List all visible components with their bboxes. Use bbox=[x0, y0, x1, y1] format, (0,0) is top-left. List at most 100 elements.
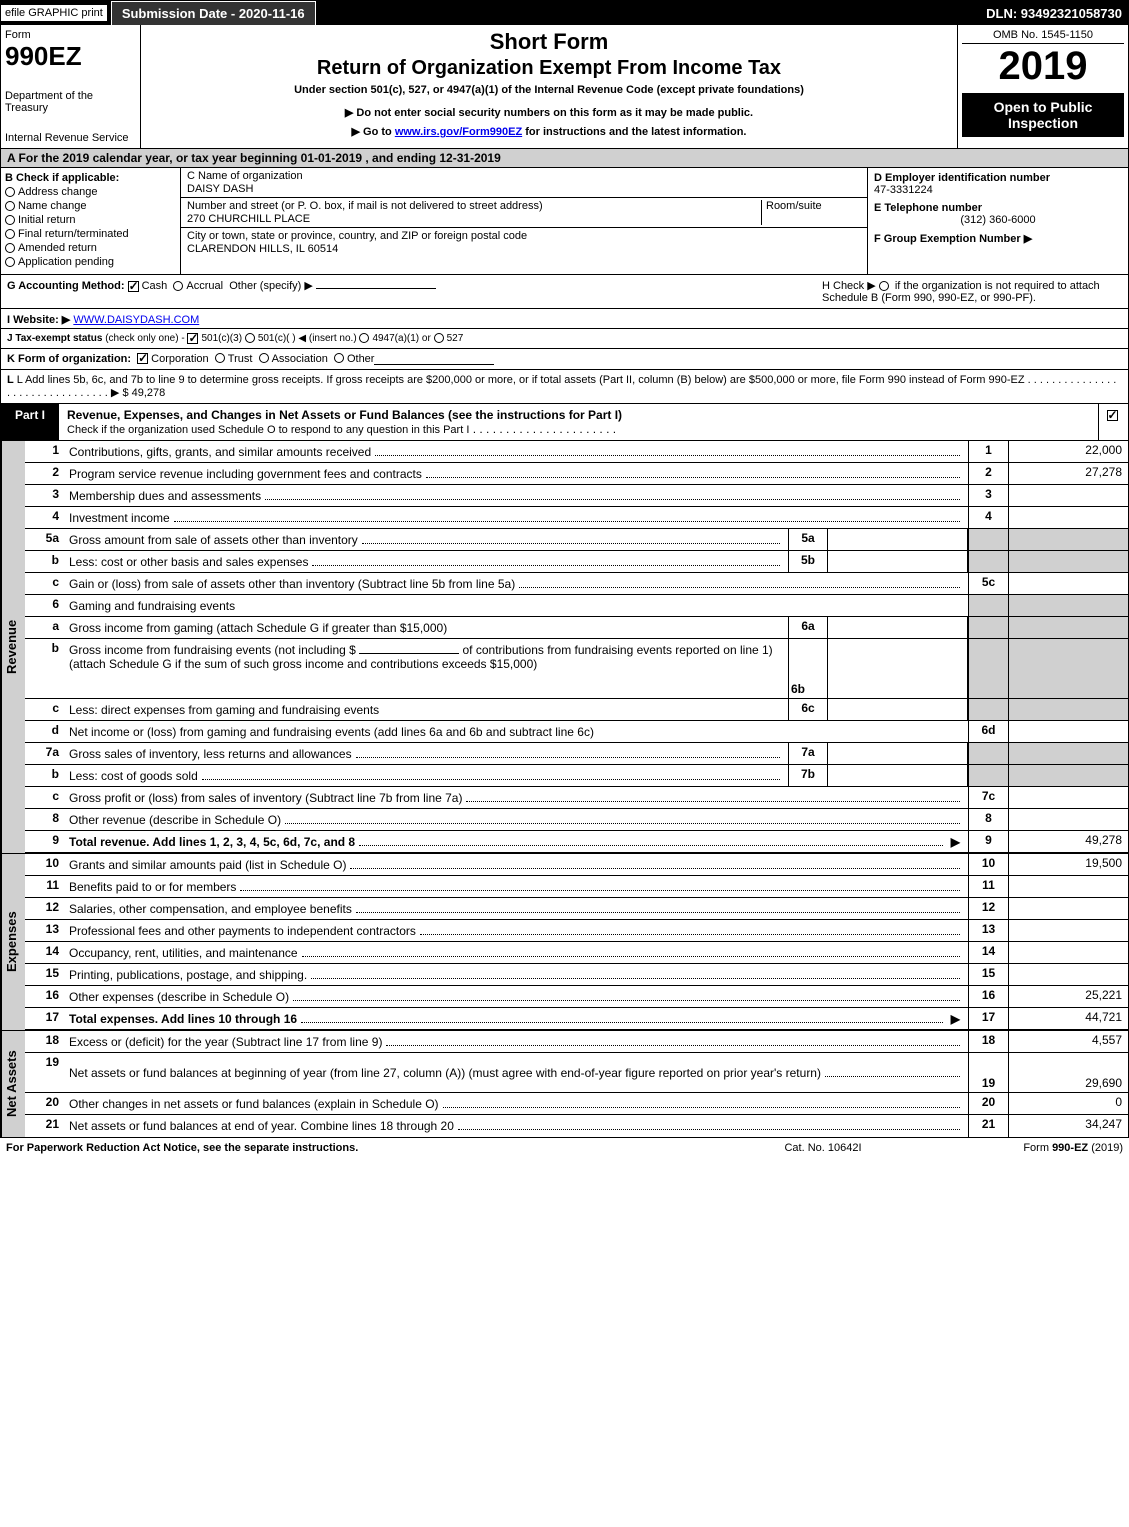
org-addr-row: Number and street (or P. O. box, if mail… bbox=[181, 198, 867, 228]
info-grid: B Check if applicable: Address change Na… bbox=[1, 168, 1128, 275]
form-header: Form 990EZ Department of the Treasury In… bbox=[1, 25, 1128, 149]
line-4: 4 Investment income 4 bbox=[25, 507, 1128, 529]
line-12-value bbox=[1008, 898, 1128, 919]
revenue-vlabel: Revenue bbox=[1, 441, 25, 853]
section-j: J Tax-exempt status (check only one) - 5… bbox=[1, 329, 1128, 349]
irs-link[interactable]: www.irs.gov/Form990EZ bbox=[395, 126, 522, 138]
footer-catno: Cat. No. 10642I bbox=[723, 1142, 923, 1154]
line-7b-value bbox=[828, 765, 968, 786]
check-cash[interactable] bbox=[128, 281, 139, 292]
check-accrual[interactable] bbox=[173, 281, 183, 291]
line-8-value bbox=[1008, 809, 1128, 830]
check-initial-return[interactable]: Initial return bbox=[5, 214, 176, 226]
line-2: 2 Program service revenue including gove… bbox=[25, 463, 1128, 485]
form-of-org-label: K Form of organization: bbox=[7, 353, 131, 365]
phone-value: (312) 360-6000 bbox=[874, 214, 1122, 226]
line-14: 14 Occupancy, rent, utilities, and maint… bbox=[25, 942, 1128, 964]
line-1-value: 22,000 bbox=[1008, 441, 1128, 462]
check-trust[interactable] bbox=[215, 353, 225, 363]
website-link[interactable]: WWW.DAISYDASH.COM bbox=[73, 314, 199, 326]
check-527[interactable] bbox=[434, 333, 444, 343]
part1-tab: Part I bbox=[1, 404, 59, 440]
line-10: 10 Grants and similar amounts paid (list… bbox=[25, 854, 1128, 876]
part1-check-text: Check if the organization used Schedule … bbox=[67, 424, 469, 436]
check-address-change[interactable]: Address change bbox=[5, 186, 176, 198]
line-6: 6 Gaming and fundraising events bbox=[25, 595, 1128, 617]
line-16-value: 25,221 bbox=[1008, 986, 1128, 1007]
phone-label: E Telephone number bbox=[874, 202, 1122, 214]
line-6b-value bbox=[828, 639, 968, 698]
org-name-label: C Name of organization bbox=[187, 170, 861, 182]
addr-label: Number and street (or P. O. box, if mail… bbox=[187, 200, 761, 212]
inspection-line1: Open to Public bbox=[966, 99, 1120, 115]
inspection-box: Open to Public Inspection bbox=[962, 93, 1124, 137]
check-application-pending[interactable]: Application pending bbox=[5, 256, 176, 268]
footer-paperwork: For Paperwork Reduction Act Notice, see … bbox=[6, 1142, 723, 1154]
line-7c-value bbox=[1008, 787, 1128, 808]
line-19: 19 Net assets or fund balances at beginn… bbox=[25, 1053, 1128, 1093]
line-16: 16 Other expenses (describe in Schedule … bbox=[25, 986, 1128, 1008]
ssn-note: ▶ Do not enter social security numbers o… bbox=[149, 106, 949, 119]
section-b-head: B Check if applicable: bbox=[5, 172, 176, 184]
line-7a: 7a Gross sales of inventory, less return… bbox=[25, 743, 1128, 765]
header-right: OMB No. 1545-1150 2019 Open to Public In… bbox=[958, 25, 1128, 148]
link-prefix: ▶ Go to bbox=[352, 126, 395, 138]
inspection-line2: Inspection bbox=[966, 115, 1120, 131]
line-20-value: 0 bbox=[1008, 1093, 1128, 1114]
line-18-value: 4,557 bbox=[1008, 1031, 1128, 1052]
section-a-tax-year: A For the 2019 calendar year, or tax yea… bbox=[1, 149, 1128, 168]
check-final-return[interactable]: Final return/terminated bbox=[5, 228, 176, 240]
line-10-value: 19,500 bbox=[1008, 854, 1128, 875]
line-13-value bbox=[1008, 920, 1128, 941]
addr-value: 270 CHURCHILL PLACE bbox=[187, 213, 761, 225]
section-g-h: G Accounting Method: Cash Accrual Other … bbox=[1, 275, 1128, 309]
section-def: D Employer identification number 47-3331… bbox=[868, 168, 1128, 274]
section-f: F Group Exemption Number ▶ bbox=[874, 232, 1122, 245]
part1-schedule-o-check[interactable] bbox=[1107, 410, 1118, 421]
header-left: Form 990EZ Department of the Treasury In… bbox=[1, 25, 141, 148]
expenses-section: Expenses 10 Grants and similar amounts p… bbox=[1, 853, 1128, 1030]
line-5b-value bbox=[828, 551, 968, 572]
line-3-value bbox=[1008, 485, 1128, 506]
line-5c-value bbox=[1008, 573, 1128, 594]
line-18: 18 Excess or (deficit) for the year (Sub… bbox=[25, 1031, 1128, 1053]
line-21-value: 34,247 bbox=[1008, 1115, 1128, 1137]
line-13: 13 Professional fees and other payments … bbox=[25, 920, 1128, 942]
omb-number: OMB No. 1545-1150 bbox=[962, 29, 1124, 44]
line-14-value bbox=[1008, 942, 1128, 963]
check-association[interactable] bbox=[259, 353, 269, 363]
check-schedule-b[interactable] bbox=[879, 281, 889, 291]
line-19-value: 29,690 bbox=[1008, 1053, 1128, 1092]
line-6a: a Gross income from gaming (attach Sched… bbox=[25, 617, 1128, 639]
tax-exempt-label: J Tax-exempt status bbox=[7, 333, 102, 344]
subtitle: Under section 501(c), 527, or 4947(a)(1)… bbox=[149, 84, 949, 96]
check-corporation[interactable] bbox=[137, 353, 148, 364]
check-amended-return[interactable]: Amended return bbox=[5, 242, 176, 254]
check-name-change[interactable]: Name change bbox=[5, 200, 176, 212]
line-11: 11 Benefits paid to or for members 11 bbox=[25, 876, 1128, 898]
line-7b: b Less: cost of goods sold 7b bbox=[25, 765, 1128, 787]
check-4947[interactable] bbox=[359, 333, 369, 343]
form-word: Form bbox=[5, 29, 136, 41]
line-5b: b Less: cost or other basis and sales ex… bbox=[25, 551, 1128, 573]
section-l-text: L Add lines 5b, 6c, and 7b to line 9 to … bbox=[17, 374, 1025, 386]
accounting-label: G Accounting Method: bbox=[7, 280, 125, 292]
footer-formref: Form 990-EZ (2019) bbox=[923, 1142, 1123, 1154]
line-7c: c Gross profit or (loss) from sales of i… bbox=[25, 787, 1128, 809]
line-3: 3 Membership dues and assessments 3 bbox=[25, 485, 1128, 507]
line-2-value: 27,278 bbox=[1008, 463, 1128, 484]
line-15: 15 Printing, publications, postage, and … bbox=[25, 964, 1128, 986]
room-label: Room/suite bbox=[766, 200, 861, 212]
org-name-value: DAISY DASH bbox=[187, 183, 861, 195]
check-other-org[interactable] bbox=[334, 353, 344, 363]
title-return: Return of Organization Exempt From Incom… bbox=[149, 57, 949, 80]
check-501c[interactable] bbox=[245, 333, 255, 343]
submission-date: Submission Date - 2020-11-16 bbox=[111, 1, 316, 26]
part1-header: Part I Revenue, Expenses, and Changes in… bbox=[1, 404, 1128, 441]
dept-treasury: Department of the Treasury bbox=[5, 90, 136, 114]
line-9: 9 Total revenue. Add lines 1, 2, 3, 4, 5… bbox=[25, 831, 1128, 853]
section-c: C Name of organization DAISY DASH Number… bbox=[181, 168, 868, 274]
section-k: K Form of organization: Corporation Trus… bbox=[1, 349, 1128, 370]
check-501c3[interactable] bbox=[187, 333, 198, 344]
section-d: D Employer identification number 47-3331… bbox=[874, 172, 1122, 196]
